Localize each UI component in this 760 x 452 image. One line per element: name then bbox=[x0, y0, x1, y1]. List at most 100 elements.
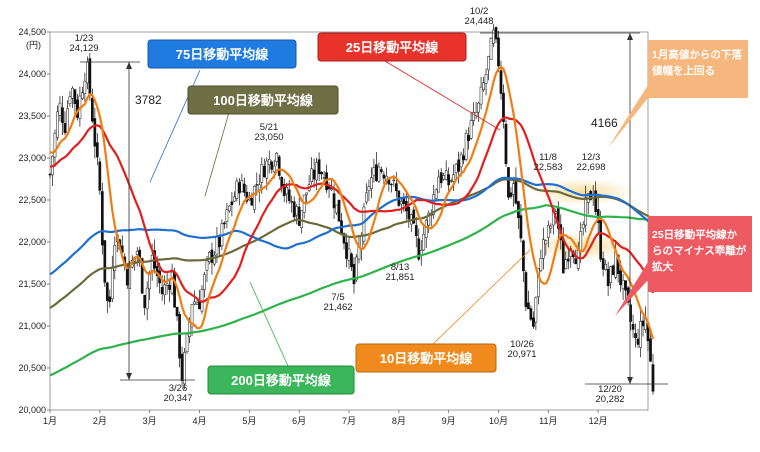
svg-text:10/26: 10/26 bbox=[510, 339, 534, 350]
candle-body bbox=[619, 270, 622, 286]
svg-text:10/2: 10/2 bbox=[470, 6, 489, 17]
svg-text:22,583: 22,583 bbox=[533, 162, 562, 173]
candle-body bbox=[636, 338, 640, 345]
candle-body bbox=[95, 142, 99, 158]
candle-body bbox=[163, 284, 166, 296]
candle-body bbox=[215, 236, 219, 255]
candle-body bbox=[335, 204, 338, 214]
candle-body bbox=[108, 296, 112, 303]
candle-body bbox=[145, 287, 149, 310]
candle-body bbox=[282, 184, 286, 196]
x-tick-label: 1月 bbox=[43, 416, 57, 426]
svg-text:25日移動平均線からのマイナス乖離が拡大: 25日移動平均線からのマイナス乖離が拡大 bbox=[652, 228, 747, 273]
highlight-oval-bottom bbox=[531, 232, 635, 260]
candle-body bbox=[449, 180, 453, 182]
candle-body bbox=[195, 302, 199, 305]
candle-body bbox=[544, 240, 548, 245]
candle-body bbox=[93, 118, 97, 147]
candle-body bbox=[469, 120, 473, 139]
candle-body bbox=[160, 287, 164, 294]
candle-body bbox=[68, 96, 72, 105]
candle-body bbox=[262, 166, 266, 178]
svg-text:24,129: 24,129 bbox=[69, 43, 98, 54]
svg-text:1/23: 1/23 bbox=[75, 33, 94, 44]
candle-body bbox=[532, 317, 535, 327]
candle-body bbox=[48, 173, 52, 176]
candle-body bbox=[462, 155, 465, 161]
candle-body bbox=[574, 258, 578, 265]
candle-body bbox=[394, 183, 398, 192]
ma100-line bbox=[49, 178, 654, 309]
candle-body bbox=[330, 188, 333, 191]
candle-body bbox=[447, 174, 451, 186]
candle-body bbox=[519, 215, 523, 239]
candle-body bbox=[168, 285, 171, 290]
candle-body bbox=[297, 206, 301, 226]
candle-body bbox=[479, 86, 483, 105]
candle-body bbox=[549, 225, 553, 229]
candle-body bbox=[424, 219, 428, 238]
candle-body bbox=[472, 112, 475, 121]
candle-body bbox=[175, 306, 179, 317]
candle-body bbox=[492, 29, 495, 44]
candle-body bbox=[317, 159, 321, 174]
x-tick-label: 2月 bbox=[93, 416, 107, 426]
candle-body bbox=[250, 197, 254, 206]
candle-body bbox=[370, 177, 373, 189]
candle-body bbox=[372, 167, 376, 176]
legend-75ma: 75日移動平均線 bbox=[147, 39, 297, 69]
candle-body bbox=[272, 165, 276, 173]
candle-body bbox=[91, 97, 94, 122]
candle-body bbox=[594, 190, 598, 212]
candle-body bbox=[105, 282, 109, 301]
svg-text:1月高値からの下落値幅を上回る: 1月高値からの下落値幅を上回る bbox=[651, 48, 742, 77]
candle-body bbox=[233, 196, 236, 202]
x-tick-label: 5月 bbox=[242, 416, 256, 426]
candle-body bbox=[113, 245, 117, 271]
candle-body bbox=[110, 266, 114, 300]
y-tick-label: 23,500 bbox=[18, 111, 46, 121]
candle-body bbox=[375, 164, 378, 181]
candle-body bbox=[497, 37, 500, 67]
candle-body bbox=[584, 197, 588, 226]
range-3782 bbox=[80, 61, 195, 381]
y-tick-label: 22,000 bbox=[18, 237, 46, 247]
x-axis: 1月 2月 3月 4月 5月 6月 7月 8月 9月 10月 11月 12月 bbox=[43, 410, 608, 426]
candle-body bbox=[178, 314, 181, 359]
candle-body bbox=[103, 240, 107, 283]
candle-body bbox=[609, 266, 612, 283]
y-tick-label: 24,000 bbox=[18, 69, 46, 79]
candle-body bbox=[599, 219, 603, 260]
candle-body bbox=[252, 185, 256, 210]
y-unit-label: (円) bbox=[26, 40, 41, 50]
moving-average-lines bbox=[49, 65, 655, 377]
y-tick-label: 23,000 bbox=[18, 153, 46, 163]
x-tick-label: 7月 bbox=[342, 416, 356, 426]
svg-text:21,851: 21,851 bbox=[385, 272, 414, 283]
candle-body bbox=[504, 123, 508, 165]
candle-body bbox=[213, 255, 216, 265]
candle-body bbox=[350, 253, 353, 268]
candle-body bbox=[140, 258, 144, 294]
candle-body bbox=[427, 212, 431, 226]
candle-body bbox=[188, 321, 191, 337]
candle-body bbox=[542, 239, 545, 259]
x-tick-label: 12月 bbox=[589, 416, 608, 426]
ma10-line bbox=[49, 65, 655, 340]
candle-body bbox=[255, 184, 259, 186]
candle-body bbox=[581, 224, 585, 229]
svg-text:10日移動平均線: 10日移動平均線 bbox=[380, 351, 473, 366]
candle-body bbox=[367, 186, 371, 192]
candle-body bbox=[135, 251, 139, 256]
candle-body bbox=[56, 111, 59, 138]
candle-body bbox=[464, 133, 468, 160]
x-tick-label: 8月 bbox=[392, 416, 406, 426]
svg-text:20,971: 20,971 bbox=[507, 349, 536, 360]
candle-body bbox=[180, 353, 184, 381]
candle-body bbox=[412, 209, 416, 224]
x-tick-label: 10月 bbox=[489, 416, 508, 426]
candle-body bbox=[489, 38, 493, 60]
candle-body bbox=[295, 206, 299, 216]
candle-body bbox=[629, 304, 632, 322]
candle-body bbox=[512, 183, 515, 195]
